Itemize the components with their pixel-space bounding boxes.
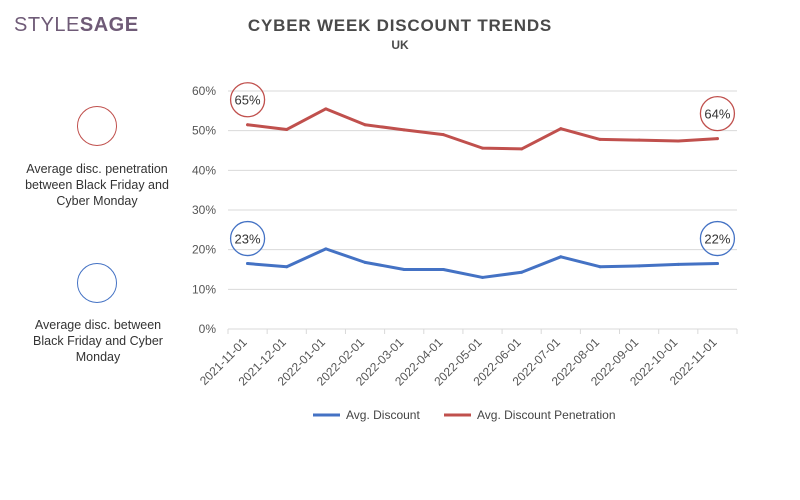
data-point [715,137,719,141]
y-tick-label: 0% [199,322,217,336]
annotation-label: 23% [235,232,261,247]
data-point [324,107,328,111]
data-point [246,123,250,127]
chart-title: CYBER WEEK DISCOUNT TRENDS [247,16,553,35]
data-point [676,139,680,143]
y-tick-label: 30% [192,203,216,217]
data-point [520,270,524,274]
legend-label: Avg. Discount [346,408,420,422]
data-point [520,147,524,151]
y-tick-label: 10% [192,282,216,296]
data-point [285,127,289,131]
data-point [676,262,680,266]
annotation-circle [229,220,266,257]
data-point [481,275,484,279]
data-point [637,264,641,268]
discount-note: Average disc. between Black Friday and C… [33,318,163,364]
series-line-penetration [246,107,719,151]
annotation-label: 64% [704,107,730,122]
data-point [441,133,445,137]
annotation-circle [699,220,736,257]
y-tick-label: 40% [192,163,216,177]
legend-label: Avg. Discount Penetration [477,408,616,422]
data-point [402,128,406,132]
y-tick-label: 50% [192,124,216,138]
data-point [402,268,406,271]
data-point [481,146,484,150]
data-point [363,260,367,264]
data-point [246,262,250,266]
penetration-marker-circle [77,106,117,146]
data-point [559,255,563,259]
discount-marker-circle [77,263,117,303]
chart-subtitle: UK [391,38,409,52]
data-point [285,265,289,269]
penetration-note: Average disc. penetration between Black … [25,162,169,208]
data-point [598,265,602,269]
data-point [441,268,445,271]
data-point [363,123,367,127]
annotation-circle [699,95,736,132]
annotation-circle [229,82,266,118]
annotation-label: 65% [235,93,261,108]
data-point [598,137,602,141]
brand-logo-sage: SAGE [79,14,139,36]
data-point [637,138,641,142]
y-tick-label: 60% [192,84,216,98]
y-tick-label: 20% [192,243,216,257]
series-line-discount [246,247,719,279]
annotation-label: 22% [704,232,730,247]
brand-logo-style: STYLE [14,14,80,36]
data-point [324,247,328,251]
data-point [715,262,719,266]
data-point [559,127,563,131]
brand-logo: STYLESAGE [14,14,139,37]
